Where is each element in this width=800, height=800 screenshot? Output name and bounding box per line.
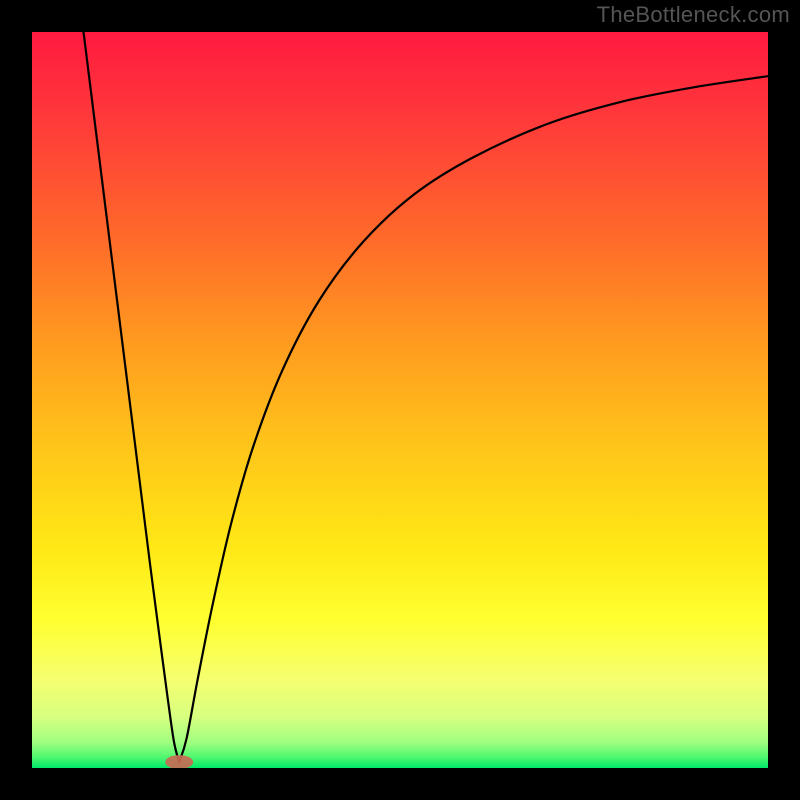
bottleneck-curve-left: [84, 32, 180, 762]
optimal-point-marker: [165, 755, 193, 768]
curve-layer: [32, 32, 768, 768]
chart-root: { "watermark": { "text": "TheBottleneck.…: [0, 0, 800, 800]
bottleneck-curve-right: [179, 76, 768, 762]
watermark-text: TheBottleneck.com: [597, 2, 790, 28]
plot-area: [32, 32, 768, 768]
